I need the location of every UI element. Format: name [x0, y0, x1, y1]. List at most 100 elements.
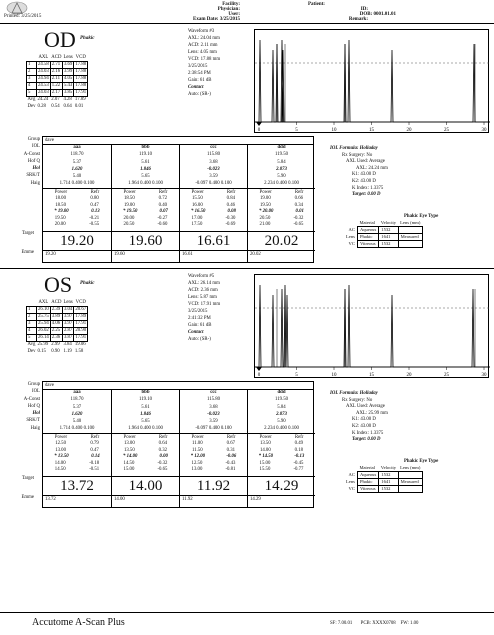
power-cell: -0.13: [294, 454, 305, 460]
user-label: User:: [228, 12, 240, 17]
power-cell: 0.31: [226, 447, 235, 453]
axis-tick-label: 20: [407, 128, 413, 133]
waveform-line: Lens: 4.05 mm: [188, 50, 217, 55]
power-row: 19.50 0.34: [248, 203, 315, 210]
material-cell: Lens: [346, 233, 355, 239]
waveform-svg: 0 5 10 15 20 25 30: [255, 39, 490, 133]
power-cell: 0.67: [226, 441, 235, 447]
material-head-row: Material Velocity Lens (mm): [344, 464, 422, 471]
measure-cell: 2.87: [61, 326, 75, 335]
power-head-cell: Power: [259, 434, 272, 440]
caliper-marker-icon: [256, 122, 262, 126]
power-row: 19.00 0.66: [248, 196, 315, 203]
power-cell: -0.21: [89, 215, 100, 221]
waveform-info: Waveform #5 AXL: 26.14 mm ACD: 2.36 mm Lens…: [188, 273, 220, 343]
row-label: SRK/T: [26, 173, 40, 179]
material-table: Material Velocity Lens (mm) AC Aqueous 1532 Le…: [344, 219, 423, 248]
formula-line: AXL Used: Average: [346, 404, 385, 410]
iol-name: aaa: [73, 390, 81, 395]
material-head-cell: Material: [359, 219, 375, 225]
measure-cell: 2.11: [49, 74, 63, 83]
material-cell: 1641: [378, 232, 399, 241]
power-head-cell: Power: [191, 434, 204, 440]
power-cell: -0.32: [293, 215, 304, 221]
iol-name: ccc: [210, 145, 217, 150]
material-cell: AC: [348, 471, 355, 477]
power-head-cell: Refr: [294, 189, 304, 195]
measure-row: 2 25.75 3.89 3.97 17.89: [26, 312, 89, 321]
material-row: AC Aqueous 1532: [344, 225, 423, 234]
axis-tick-label: 0: [258, 128, 261, 133]
power-row: 11.00 0.67: [180, 441, 247, 448]
material-cell: Vitreous: [356, 484, 380, 493]
measure-cell: 26.10: [36, 305, 51, 314]
power-cell: * 13.50: [54, 454, 69, 460]
power-cell: 12.50: [55, 441, 66, 447]
a-const: 115.80: [206, 397, 220, 403]
power-cell: 0.40: [158, 202, 168, 208]
measure-cell: 3.84: [63, 342, 72, 348]
power-cell: 12.50: [191, 460, 203, 466]
hol: -0.023: [207, 166, 220, 172]
col-vcd: VCD: [75, 54, 86, 60]
report-header: Printed: 3/25/2015 Facility: Physician: …: [0, 0, 494, 22]
power-head-cell: Refr: [158, 434, 168, 440]
haig: -0.097 0.400 0.100: [195, 181, 232, 187]
material-cell: AC: [348, 226, 355, 232]
power-head-cell: Power: [191, 189, 204, 195]
eye-type-title: Phakic Eye Type: [404, 459, 439, 464]
power-cell: -0.60: [157, 222, 168, 228]
haig: 2.234 0.400 0.100: [264, 181, 299, 187]
product-name: Accutome A-Scan Plus: [32, 617, 125, 628]
grid-line: [43, 389, 313, 390]
power-header: Power Refr: [112, 432, 179, 441]
material-cell: Measured: [397, 477, 423, 486]
iol-column: bbb 119.10 5.61 1.846 5.65 1.964 0.400 0.100 P…: [111, 389, 179, 507]
formula-line: AXL: 24.24 mm: [356, 165, 388, 171]
measure-row: 5 26.14 2.36 3.87 17.91: [26, 333, 89, 342]
measure-row: 3 24.94 2.11 4.05 17.88: [26, 74, 89, 83]
grid-line: [43, 144, 313, 145]
waveform-line: Contact: [188, 330, 204, 335]
formula-line: Target: 0.00 D: [352, 437, 381, 443]
a-const: 118.70: [70, 397, 84, 403]
haig: 1.964 0.400 0.100: [128, 181, 163, 187]
power-cell: -0.06: [226, 454, 237, 460]
material-cell: [397, 225, 423, 234]
axis-tick-label: 10: [332, 128, 338, 133]
measure-cell: 17.88: [73, 81, 89, 90]
emme-value: 14.00: [112, 495, 179, 503]
measure-cell: 1: [26, 305, 37, 314]
measure-cell: Dev: [27, 103, 36, 109]
waveform-chart: 0 5 10 15 20 25 30: [254, 29, 490, 133]
iol-column: aaa 118.70 5.37 1.620 5.40 1.714 0.400 0.100 P…: [43, 389, 111, 507]
power-row: 18.50 0.47: [43, 203, 111, 210]
iol-name: bbb: [141, 145, 150, 150]
lens-status: Phakic: [80, 36, 95, 41]
waveform-line: Auto: (SR-): [188, 337, 211, 342]
measure-cell: 4.06: [49, 319, 63, 328]
power-cell: 0.47: [90, 202, 99, 208]
power-cell: 15.00: [259, 460, 271, 466]
measure-cell: 24.03: [36, 67, 51, 76]
a-const: 115.80: [206, 152, 220, 158]
material-head-cell: Lens (mm): [400, 464, 421, 470]
iol-name: aaa: [73, 145, 81, 150]
power-cell: 0.47: [90, 447, 99, 453]
measure-cell: 25.94: [36, 319, 51, 328]
emme-value: 11.92: [180, 495, 247, 503]
eye-type-title: Phakic Eye Type: [404, 214, 439, 219]
power-head-cell: Power: [123, 189, 136, 195]
target-label: Target: [21, 476, 34, 481]
hofq: 5.61: [141, 404, 150, 410]
power-cell: 16.00: [191, 202, 203, 208]
material-cell: Phakic: [356, 232, 380, 241]
col-lens: Lens: [63, 54, 73, 60]
power-cell: 0.49: [294, 441, 304, 447]
target-label: Target: [21, 231, 34, 236]
power-header: Power Refr: [180, 187, 247, 196]
hol: 2.073: [276, 411, 287, 417]
measure-cell: 3: [26, 319, 37, 328]
id-label: ID:: [360, 7, 368, 12]
power-row: 15.50 -0.77: [248, 467, 315, 474]
